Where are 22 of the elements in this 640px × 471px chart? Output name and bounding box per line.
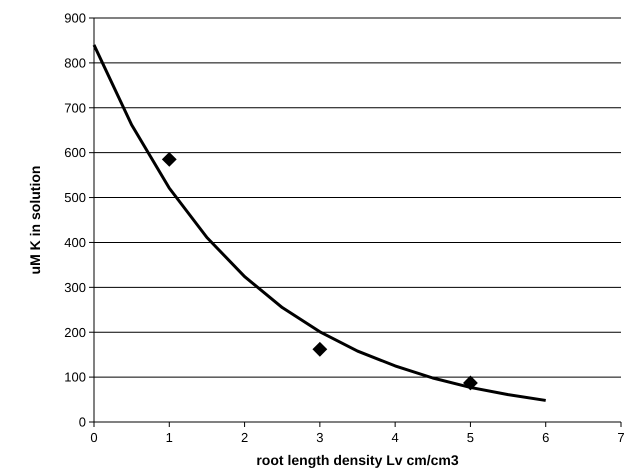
x-tick-label: 6 [542, 430, 550, 445]
x-tick-label: 0 [90, 430, 98, 445]
y-tick-label: 800 [64, 55, 86, 70]
y-tick-label: 500 [64, 190, 86, 206]
y-tick-label: 700 [64, 100, 86, 116]
x-tick-label: 1 [166, 430, 173, 445]
x-tick-label: 3 [316, 430, 324, 445]
y-tick-label: 400 [64, 234, 86, 250]
x-tick-label: 4 [392, 430, 399, 445]
y-tick-label: 300 [64, 280, 86, 295]
x-tick-label: 2 [240, 430, 248, 445]
y-tick-label: 100 [64, 370, 86, 385]
y-tick-label: 600 [64, 145, 86, 160]
y-tick-label: 200 [64, 324, 86, 340]
point [312, 342, 328, 357]
y-tick-label: 900 [64, 10, 86, 26]
y-axis-title: uM K in solution [27, 166, 43, 274]
x-tick-label: 5 [466, 430, 474, 445]
x-axis-title: root length density Lv cm/cm3 [256, 452, 459, 468]
point [162, 152, 177, 167]
x-tick-label: 7 [617, 430, 625, 445]
y-tick-label: 0 [78, 414, 86, 430]
